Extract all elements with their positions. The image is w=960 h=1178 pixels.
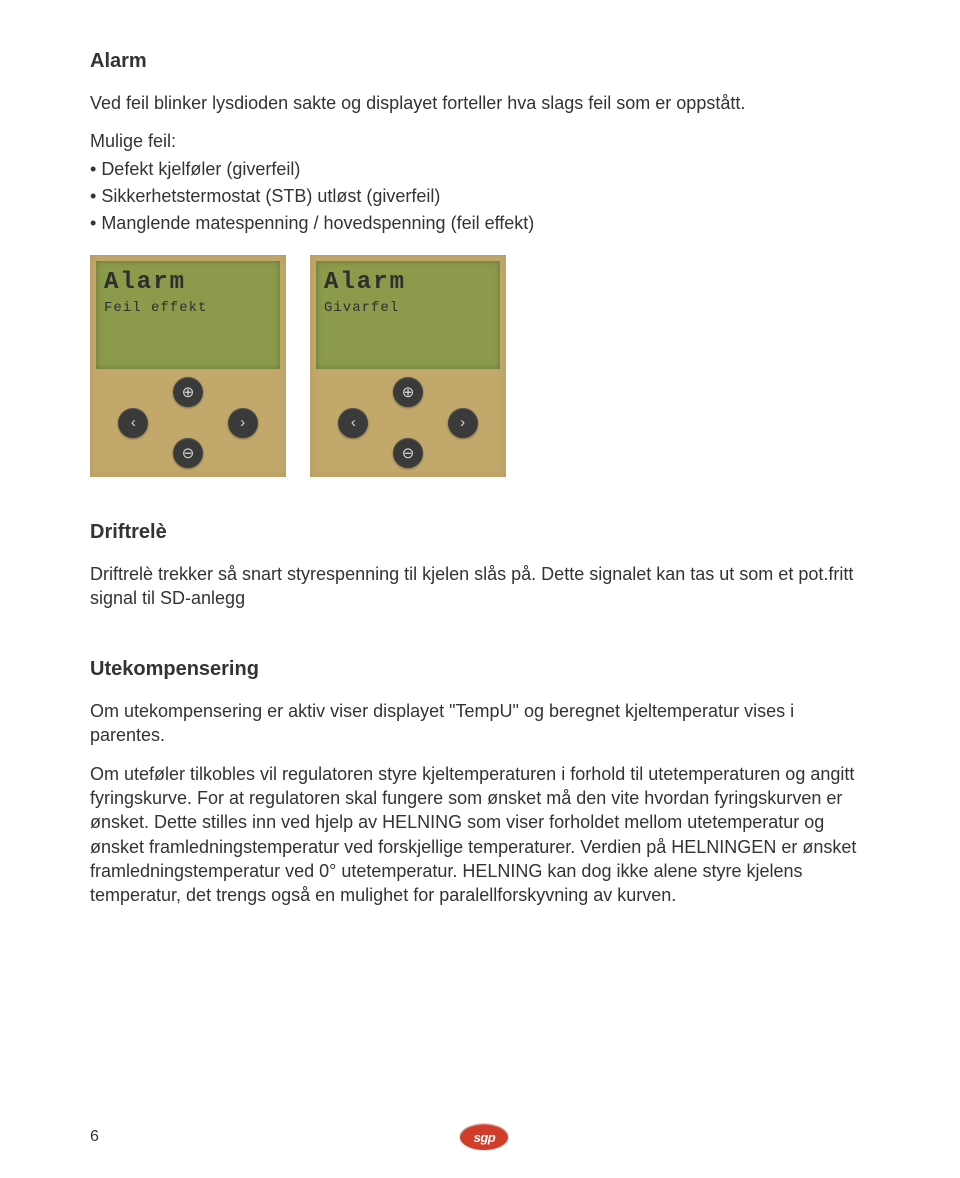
button-pad: ⊕ ‹ › ⊖ (310, 375, 506, 477)
minus-button[interactable]: ⊖ (173, 438, 203, 468)
faults-list: Defekt kjelføler (giverfeil) Sikkerhetst… (90, 156, 870, 237)
plus-button[interactable]: ⊕ (173, 377, 203, 407)
page-footer: 6 sgp (90, 1124, 870, 1150)
left-button[interactable]: ‹ (338, 408, 368, 438)
alarm-intro: Ved feil blinker lysdioden sakte og disp… (90, 91, 870, 115)
heading-utekomp: Utekompensering (90, 658, 870, 681)
lcd-screen: Alarm Givarfel (316, 261, 500, 369)
minus-button[interactable]: ⊖ (393, 438, 423, 468)
driftrele-body: Driftrelè trekker så snart styrespenning… (90, 562, 870, 611)
fault-item: Sikkerhetstermostat (STB) utløst (giverf… (90, 183, 870, 210)
device-panel-2: Alarm Givarfel ⊕ ‹ › ⊖ (310, 255, 506, 477)
heading-alarm: Alarm (90, 50, 870, 73)
device-panel-1: Alarm Feil effekt ⊕ ‹ › ⊖ (90, 255, 286, 477)
lcd-title: Alarm (324, 269, 492, 296)
faults-label: Mulige feil: (90, 129, 870, 153)
heading-driftrele: Driftrelè (90, 521, 870, 544)
device-panels: Alarm Feil effekt ⊕ ‹ › ⊖ Alarm Givarfel… (90, 255, 870, 477)
utekomp-p2: Om uteføler tilkobles vil regulatoren st… (90, 762, 870, 908)
fault-item: Defekt kjelføler (giverfeil) (90, 156, 870, 183)
lcd-subtitle: Feil effekt (104, 300, 272, 316)
logo-badge: sgp (460, 1124, 508, 1150)
button-pad: ⊕ ‹ › ⊖ (90, 375, 286, 477)
fault-item: Manglende matespenning / hovedspenning (… (90, 210, 870, 237)
right-button[interactable]: › (448, 408, 478, 438)
left-button[interactable]: ‹ (118, 408, 148, 438)
page-number: 6 (90, 1128, 99, 1146)
lcd-screen: Alarm Feil effekt (96, 261, 280, 369)
right-button[interactable]: › (228, 408, 258, 438)
brand-logo: sgp (460, 1124, 508, 1150)
utekomp-p1: Om utekompensering er aktiv viser displa… (90, 699, 870, 748)
lcd-title: Alarm (104, 269, 272, 296)
lcd-subtitle: Givarfel (324, 300, 492, 316)
plus-button[interactable]: ⊕ (393, 377, 423, 407)
